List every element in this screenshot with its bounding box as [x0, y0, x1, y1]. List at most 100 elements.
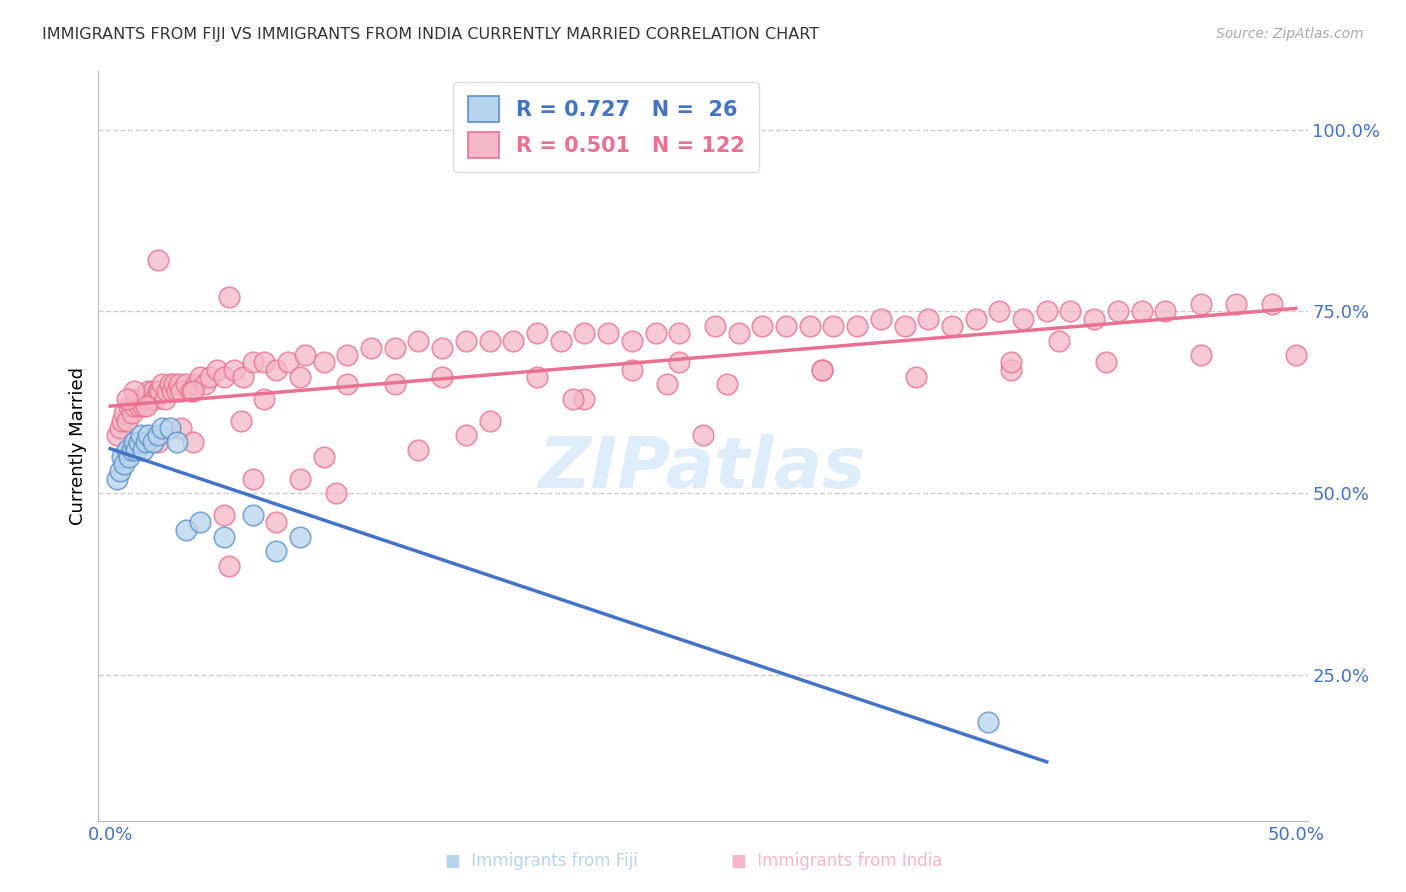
Point	[1000, 362, 1022, 376]
Point	[799, 318, 821, 333]
Point	[751, 318, 773, 333]
Point	[146, 435, 169, 450]
Point	[142, 435, 165, 450]
Point	[139, 392, 162, 406]
Point	[135, 399, 157, 413]
Point	[384, 377, 406, 392]
Point	[184, 377, 207, 392]
Point	[180, 384, 202, 399]
Point	[893, 318, 915, 333]
Point	[574, 326, 596, 341]
Point	[118, 399, 141, 413]
Point	[502, 334, 524, 348]
Point	[277, 355, 299, 369]
Point	[135, 392, 157, 406]
Point	[111, 413, 134, 427]
Y-axis label: Currently Married: Currently Married	[69, 367, 87, 525]
Point	[156, 384, 179, 399]
Text: IMMIGRANTS FROM FIJI VS IMMIGRANTS FROM INDIA CURRENTLY MARRIED CORRELATION CHAR: IMMIGRANTS FROM FIJI VS IMMIGRANTS FROM …	[42, 27, 820, 42]
Point	[1107, 304, 1129, 318]
Point	[174, 377, 197, 392]
Point	[775, 318, 797, 333]
Point	[823, 318, 845, 333]
Point	[1225, 297, 1247, 311]
Text: ■  Immigrants from India: ■ Immigrants from India	[731, 852, 942, 870]
Point	[810, 362, 832, 376]
Point	[105, 428, 128, 442]
Point	[668, 326, 690, 341]
Point	[122, 399, 145, 413]
Point	[129, 428, 152, 442]
Point	[657, 377, 679, 392]
Point	[232, 370, 254, 384]
Point	[135, 435, 157, 450]
Point	[190, 370, 212, 384]
Point	[264, 362, 287, 376]
Point	[1083, 311, 1105, 326]
Point	[218, 559, 240, 574]
Point	[152, 377, 174, 392]
Point	[166, 384, 188, 399]
Point	[142, 384, 165, 399]
Point	[703, 318, 725, 333]
Point	[1095, 355, 1118, 369]
Point	[668, 355, 690, 369]
Point	[1189, 348, 1212, 362]
Point	[132, 442, 155, 457]
Point	[146, 253, 169, 268]
Point	[118, 450, 141, 464]
Point	[917, 311, 939, 326]
Text: Source: ZipAtlas.com: Source: ZipAtlas.com	[1216, 27, 1364, 41]
Point	[121, 442, 143, 457]
Point	[988, 304, 1011, 318]
Point	[229, 413, 252, 427]
Point	[965, 311, 987, 326]
Point	[1059, 304, 1081, 318]
Point	[1012, 311, 1035, 326]
Point	[170, 421, 193, 435]
Point	[869, 311, 891, 326]
Point	[478, 413, 501, 427]
Point	[125, 392, 148, 406]
Point	[152, 421, 174, 435]
Point	[121, 406, 143, 420]
Point	[146, 428, 169, 442]
Point	[360, 341, 382, 355]
Point	[190, 516, 212, 530]
Point	[212, 370, 235, 384]
Point	[160, 384, 183, 399]
Point	[846, 318, 869, 333]
Point	[598, 326, 620, 341]
Point	[132, 399, 155, 413]
Point	[108, 465, 131, 479]
Point	[212, 508, 235, 522]
Point	[336, 377, 359, 392]
Point	[122, 384, 145, 399]
Point	[384, 341, 406, 355]
Point	[408, 442, 430, 457]
Point	[218, 290, 240, 304]
Point	[111, 450, 134, 464]
Point	[1130, 304, 1153, 318]
Point	[1036, 304, 1059, 318]
Point	[159, 421, 181, 435]
Point	[408, 334, 430, 348]
Point	[336, 348, 359, 362]
Point	[454, 334, 477, 348]
Point	[253, 355, 276, 369]
Point	[294, 348, 316, 362]
Point	[264, 544, 287, 558]
Point	[105, 472, 128, 486]
Point	[181, 384, 204, 399]
Point	[905, 370, 928, 384]
Point	[115, 442, 138, 457]
Point	[810, 362, 832, 376]
Point	[432, 341, 454, 355]
Point	[976, 715, 998, 730]
Point	[941, 318, 963, 333]
Point	[526, 326, 548, 341]
Point	[620, 334, 643, 348]
Point	[1154, 304, 1177, 318]
Point	[167, 377, 190, 392]
Point	[136, 428, 159, 442]
